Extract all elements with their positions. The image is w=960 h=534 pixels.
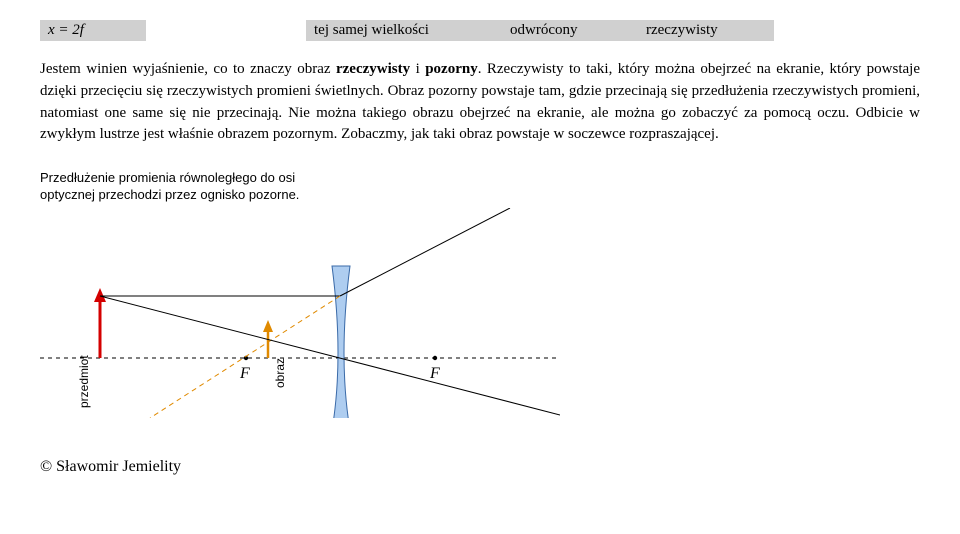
cell-condition: x = 2f xyxy=(40,20,146,41)
object-label: przedmiot xyxy=(77,354,91,407)
cell-spacer xyxy=(146,20,306,41)
diagram-svg: F F przedmiot obraz xyxy=(40,208,560,418)
caption-line1: Przedłużenie promienia równoległego do o… xyxy=(40,170,295,185)
focal-label-right: F xyxy=(429,365,440,382)
copyright-line: © Sławomir Jemielity xyxy=(40,458,920,476)
cell-size: tej samej wielkości xyxy=(306,20,502,41)
caption-line2: optycznej przechodzi przez ognisko pozor… xyxy=(40,187,299,202)
lens-diagram: F F przedmiot obraz xyxy=(40,208,560,418)
focal-label-left: F xyxy=(239,365,250,382)
para-t2: i xyxy=(410,61,425,77)
para-t1: Jestem winien wyjaśnienie, co to znaczy … xyxy=(40,61,336,77)
cell-orientation: odwrócony xyxy=(502,20,638,41)
para-b2: pozorny xyxy=(425,61,478,77)
image-label: obraz xyxy=(273,358,287,388)
para-b1: rzeczywisty xyxy=(336,61,410,77)
properties-row: x = 2f tej samej wielkości odwrócony rze… xyxy=(40,20,920,41)
cell-type: rzeczywisty xyxy=(638,20,774,41)
explanation-paragraph: Jestem winien wyjaśnienie, co to znaczy … xyxy=(40,59,920,146)
diagram-caption: Przedłużenie promienia równoległego do o… xyxy=(40,170,920,204)
